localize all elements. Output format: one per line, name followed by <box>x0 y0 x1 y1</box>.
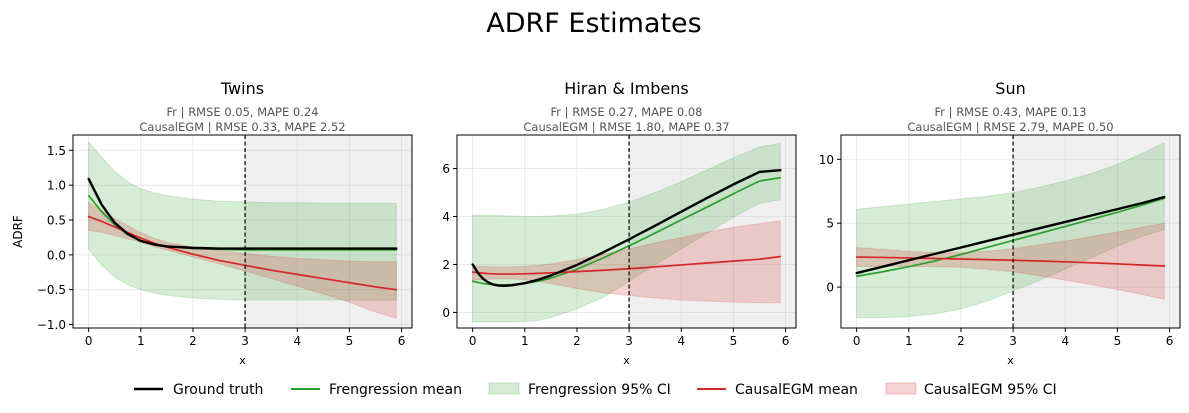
extrapolation-region-sun <box>1013 135 1180 328</box>
ground-truth-line-hiran-imbens <box>471 169 782 287</box>
panel-hiran-imbens: Hiran & Imbens Fr | RMSE 0.27, MAPE 0.08… <box>442 79 797 367</box>
x-tick-label-sun: 6 <box>1166 334 1174 348</box>
legend-label-frengression-ci: Frengression 95% CI <box>528 382 671 398</box>
x-tick-label-hiran-imbens: 3 <box>625 334 633 348</box>
y-tick-label-sun: 0 <box>826 281 834 295</box>
legend-label-frengression-mean: Frengression mean <box>329 382 462 398</box>
x-tick-label-twins: 2 <box>189 334 197 348</box>
y-tick-label-hiran-imbens: 6 <box>442 162 450 176</box>
axes-frame-twins <box>72 134 413 329</box>
x-tick-label-twins: 3 <box>241 334 249 348</box>
legend-label-causalegm-mean: CausalEGM mean <box>735 382 858 398</box>
legend-swatch-frengression-ci <box>488 382 520 395</box>
x-tick-label-hiran-imbens: 2 <box>573 334 581 348</box>
x-tick-label-sun: 1 <box>905 334 913 348</box>
frengression-ci-band-twins <box>88 140 397 301</box>
panel-title-hiran-imbens: Hiran & Imbens <box>564 79 688 98</box>
x-axis-label-sun: x <box>1007 354 1014 367</box>
y-tick-label-twins: 1.5 <box>47 144 66 158</box>
legend-label-ground-truth: Ground truth <box>173 382 263 398</box>
legend: Ground truth Frengression mean Frengress… <box>134 382 1057 398</box>
x-tick-label-twins: 5 <box>346 334 354 348</box>
y-tick-label-hiran-imbens: 0 <box>442 306 450 320</box>
y-tick-label-twins: −1.0 <box>37 318 66 332</box>
y-tick-label-hiran-imbens: 2 <box>442 258 450 272</box>
x-axis-label-hiran-imbens: x <box>623 354 630 367</box>
legend-item-ground-truth: Ground truth <box>134 382 263 398</box>
y-tick-label-twins: 0.0 <box>47 248 66 262</box>
figure-title: ADRF Estimates <box>486 8 701 39</box>
x-tick-label-sun: 0 <box>853 334 861 348</box>
panel-subtitle-causalegm-twins: CausalEGM | RMSE 0.33, MAPE 2.52 <box>139 120 345 134</box>
y-tick-label-sun: 5 <box>826 217 834 231</box>
causalegm-mean-line-hiran-imbens <box>471 255 782 275</box>
frengression-ci-band-hiran-imbens <box>472 142 781 323</box>
x-tick-label-hiran-imbens: 4 <box>677 334 685 348</box>
panel-subtitle-fr-hiran-imbens: Fr | RMSE 0.27, MAPE 0.08 <box>551 105 703 119</box>
x-tick-label-twins: 0 <box>85 334 93 348</box>
plot-area-sun <box>841 135 1180 328</box>
y-axis-label-twins: ADRF <box>11 215 25 248</box>
axes-frame-sun <box>840 134 1181 329</box>
y-tick-label-hiran-imbens: 4 <box>442 210 450 224</box>
panel-subtitle-causalegm-sun: CausalEGM | RMSE 2.79, MAPE 0.50 <box>907 120 1113 134</box>
legend-label-causalegm-ci: CausalEGM 95% CI <box>924 382 1057 398</box>
x-tick-label-hiran-imbens: 0 <box>469 334 477 348</box>
legend-item-causalegm-ci: CausalEGM 95% CI <box>885 382 1057 398</box>
frengression-ci-band-sun <box>856 141 1165 319</box>
y-tick-label-twins: 1.0 <box>47 179 66 193</box>
x-tick-label-sun: 5 <box>1114 334 1122 348</box>
panel-subtitle-fr-sun: Fr | RMSE 0.43, MAPE 0.13 <box>935 105 1087 119</box>
x-tick-label-twins: 1 <box>137 334 145 348</box>
x-tick-label-hiran-imbens: 5 <box>730 334 738 348</box>
x-tick-label-twins: 6 <box>398 334 406 348</box>
x-axis-label-twins: x <box>239 354 246 367</box>
x-tick-label-twins: 4 <box>293 334 301 348</box>
legend-swatch-causalegm-ci <box>885 382 917 395</box>
panel-twins: Twins Fr | RMSE 0.05, MAPE 0.24 CausalEG… <box>11 79 413 367</box>
plot-area-hiran-imbens <box>457 135 796 328</box>
panel-title-sun: Sun <box>995 79 1025 98</box>
panel-sun: Sun Fr | RMSE 0.43, MAPE 0.13 CausalEGM … <box>819 79 1181 367</box>
plot-area-twins <box>73 135 412 328</box>
frengression-mean-line-hiran-imbens <box>471 176 782 286</box>
x-tick-label-sun: 2 <box>957 334 965 348</box>
x-tick-label-hiran-imbens: 6 <box>782 334 790 348</box>
legend-item-frengression-mean: Frengression mean <box>291 382 462 398</box>
legend-item-causalegm-mean: CausalEGM mean <box>697 382 858 398</box>
legend-item-frengression-ci: Frengression 95% CI <box>488 382 671 398</box>
panel-subtitle-causalegm-hiran-imbens: CausalEGM | RMSE 1.80, MAPE 0.37 <box>523 120 729 134</box>
x-tick-label-sun: 4 <box>1061 334 1069 348</box>
causalegm-ci-band-hiran-imbens <box>472 220 781 304</box>
y-tick-label-twins: 0.5 <box>47 214 66 228</box>
panel-title-twins: Twins <box>220 79 264 98</box>
y-tick-label-sun: 10 <box>819 153 834 167</box>
x-tick-label-hiran-imbens: 1 <box>521 334 529 348</box>
ground-truth-line-twins <box>87 177 398 250</box>
x-tick-label-sun: 3 <box>1009 334 1017 348</box>
panel-subtitle-fr-twins: Fr | RMSE 0.05, MAPE 0.24 <box>167 105 319 119</box>
y-tick-label-twins: −0.5 <box>37 283 66 297</box>
extrapolation-region-twins <box>245 135 412 328</box>
causalegm-ci-band-twins <box>88 201 397 319</box>
axes-frame-hiran-imbens <box>456 134 797 329</box>
